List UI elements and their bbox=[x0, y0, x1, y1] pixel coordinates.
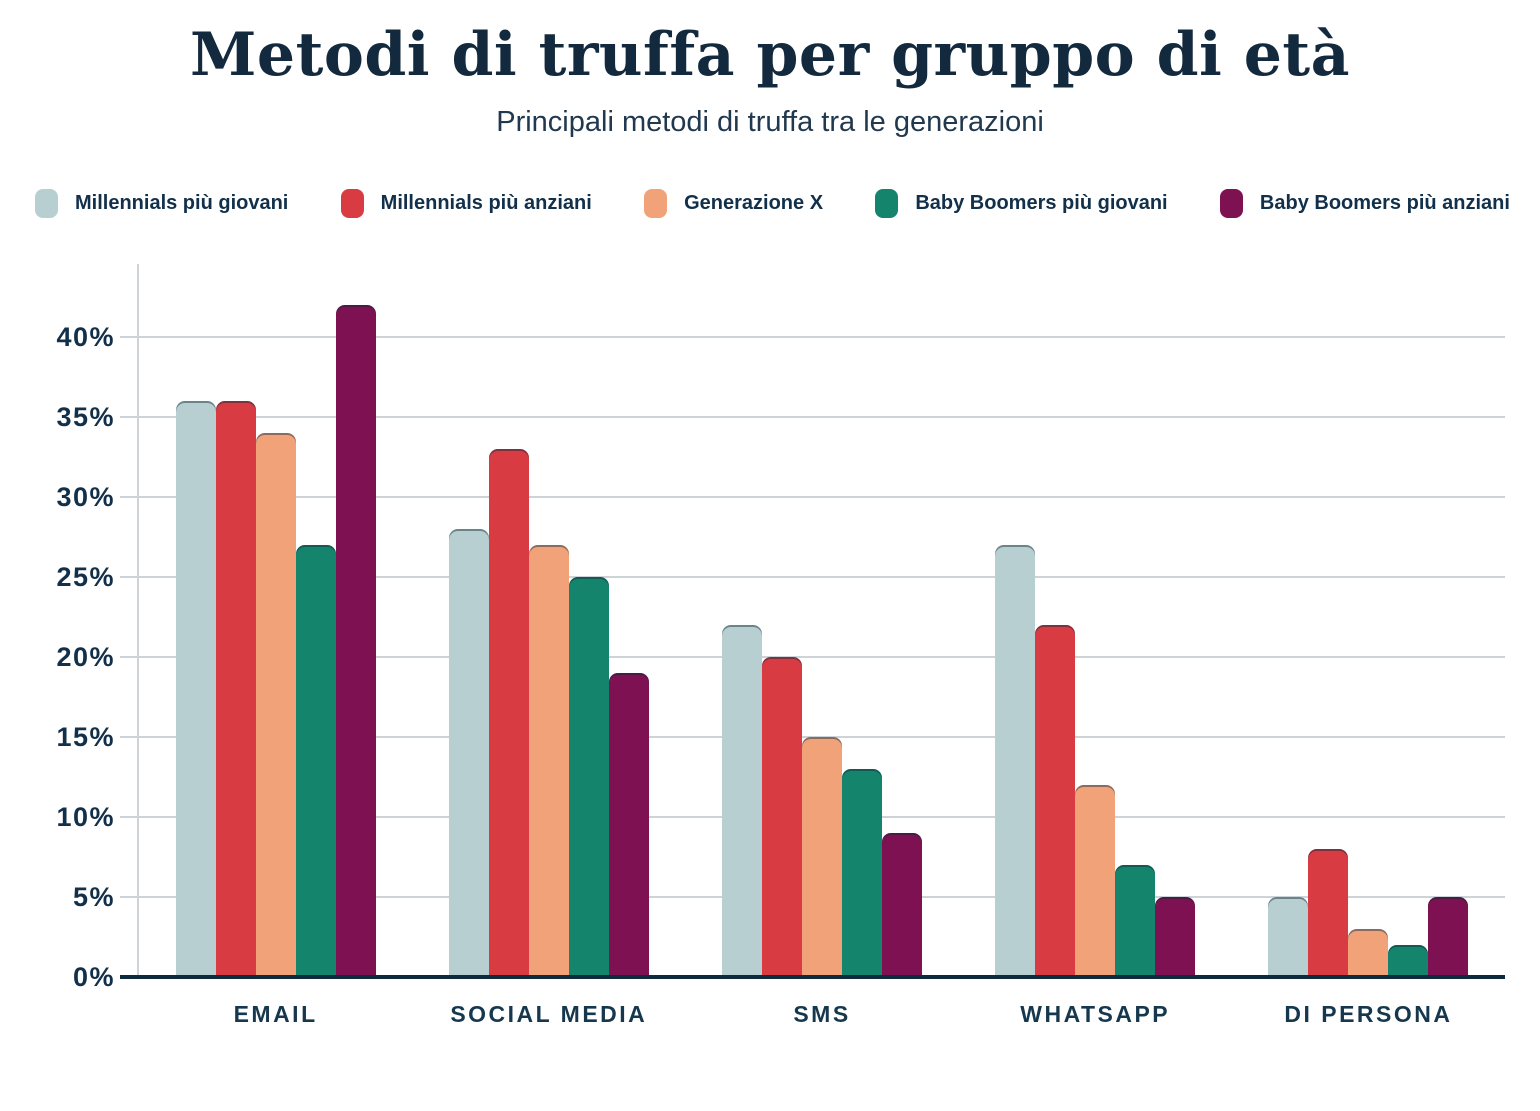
legend-label: Baby Boomers più anziani bbox=[1259, 192, 1510, 214]
chart-subtitle: Principali metodi di truffa tra le gener… bbox=[496, 106, 1044, 138]
ytick-label-35: 35% bbox=[56, 402, 115, 432]
gridline-30 bbox=[120, 496, 1505, 498]
bar-sms-baby-boomers-pi-giovani bbox=[842, 769, 882, 977]
gridline-20 bbox=[120, 656, 1505, 658]
bar-whatsapp-baby-boomers-pi-giovani bbox=[1115, 865, 1156, 977]
bar-group-di-persona bbox=[1232, 264, 1505, 977]
legend-item-baby-boomers-pi-anziani: Baby Boomers più anziani bbox=[1219, 189, 1510, 218]
legend-item-baby-boomers-pi-giovani: Baby Boomers più giovani bbox=[875, 189, 1168, 218]
legend-swatch-icon bbox=[875, 189, 899, 218]
ytick-label-40: 40% bbox=[56, 322, 115, 352]
bar-social-media-generazione-x bbox=[528, 545, 569, 977]
bar-group-social-media bbox=[412, 264, 685, 977]
category-label-whatsapp: WHATSAPP bbox=[1020, 1001, 1171, 1027]
bar-di-persona-millennials-pi-anziani bbox=[1308, 849, 1349, 977]
bar-sms-millennials-pi-giovani bbox=[722, 625, 762, 977]
ytick-label-25: 25% bbox=[56, 562, 115, 592]
legend-swatch-icon bbox=[644, 189, 668, 218]
bar-group-sms bbox=[685, 264, 958, 977]
ytick-label-15: 15% bbox=[56, 722, 115, 752]
legend: Millennials più giovani Millennials più a… bbox=[35, 189, 1510, 218]
legend-swatch-icon bbox=[340, 189, 364, 218]
bar-di-persona-millennials-pi-giovani bbox=[1268, 897, 1309, 977]
bar-email-baby-boomers-pi-anziani bbox=[335, 305, 376, 977]
category-axis-labels: EMAIL SOCIAL MEDIA SMS WHATSAPP DI PERSONA bbox=[139, 1001, 1505, 1028]
legend-swatch-icon bbox=[1219, 189, 1243, 218]
legend-label: Millennials più giovani bbox=[75, 192, 289, 214]
legend-label: Millennials più anziani bbox=[380, 192, 592, 214]
bar-email-generazione-x bbox=[255, 433, 296, 977]
bar-chart-plot-area: 0% 5% 10% 15% 20% 25% 30% 35% 40% bbox=[56, 264, 1505, 991]
bar-whatsapp-millennials-pi-giovani bbox=[995, 545, 1036, 977]
bar-di-persona-baby-boomers-pi-anziani bbox=[1428, 897, 1469, 977]
bar-email-millennials-pi-giovani bbox=[175, 401, 216, 977]
bar-social-media-millennials-pi-anziani bbox=[488, 449, 529, 977]
category-label-sms: SMS bbox=[793, 1001, 851, 1027]
bar-sms-baby-boomers-pi-anziani bbox=[882, 833, 922, 977]
chart-title: Metodi di truffa per gruppo di età bbox=[190, 20, 1350, 90]
y-axis-line bbox=[137, 264, 139, 977]
legend-label: Generazione X bbox=[684, 192, 824, 214]
bar-email-baby-boomers-pi-giovani bbox=[295, 545, 336, 977]
legend-label: Baby Boomers più giovani bbox=[915, 192, 1168, 214]
bar-di-persona-baby-boomers-pi-giovani bbox=[1388, 945, 1429, 977]
x-axis-baseline bbox=[120, 975, 1505, 979]
bar-whatsapp-baby-boomers-pi-anziani bbox=[1155, 897, 1196, 977]
bar-social-media-millennials-pi-giovani bbox=[448, 529, 489, 977]
bar-sms-generazione-x bbox=[802, 737, 842, 977]
bar-di-persona-generazione-x bbox=[1348, 929, 1389, 977]
bar-social-media-baby-boomers-pi-giovani bbox=[568, 577, 609, 977]
bar-social-media-baby-boomers-pi-anziani bbox=[608, 673, 649, 977]
legend-item-generazione-x: Generazione X bbox=[644, 189, 823, 218]
ytick-label-20: 20% bbox=[56, 642, 115, 672]
bar-groups bbox=[139, 264, 1505, 977]
ytick-label-0: 0% bbox=[72, 962, 115, 992]
category-label-di-persona: DI PERSONA bbox=[1284, 1001, 1453, 1027]
bar-whatsapp-millennials-pi-anziani bbox=[1035, 625, 1076, 977]
gridline-35 bbox=[120, 416, 1505, 418]
bar-whatsapp-generazione-x bbox=[1075, 785, 1116, 977]
category-label-social-media: SOCIAL MEDIA bbox=[450, 1001, 648, 1027]
ytick-label-10: 10% bbox=[56, 802, 115, 832]
gridline-25 bbox=[120, 576, 1505, 578]
gridline-40 bbox=[120, 336, 1505, 338]
legend-item-millennials-pi-giovani: Millennials più giovani bbox=[35, 189, 288, 218]
bar-sms-millennials-pi-anziani bbox=[762, 657, 802, 977]
ytick-label-5: 5% bbox=[72, 882, 115, 912]
legend-item-millennials-pi-anziani: Millennials più anziani bbox=[340, 189, 592, 218]
category-label-email: EMAIL bbox=[233, 1001, 318, 1027]
bar-group-whatsapp bbox=[959, 264, 1232, 977]
bar-group-email bbox=[139, 264, 412, 977]
bar-email-millennials-pi-anziani bbox=[215, 401, 256, 977]
ytick-label-30: 30% bbox=[56, 482, 115, 512]
legend-swatch-icon bbox=[35, 189, 58, 218]
